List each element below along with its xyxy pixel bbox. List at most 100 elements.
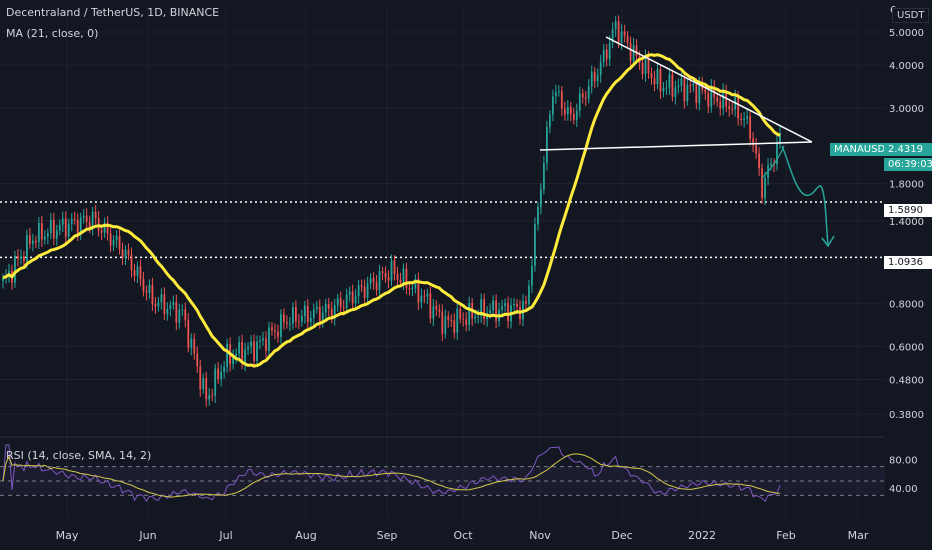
candle-body: [668, 74, 671, 88]
candle-body: [426, 293, 429, 297]
candle-body: [17, 255, 19, 259]
candle-body: [647, 56, 650, 74]
candle-body: [139, 266, 142, 280]
candle-body: [76, 220, 79, 234]
y-tick-label: 0.8000: [889, 300, 924, 311]
candle-body: [357, 285, 360, 297]
projection-lead: [761, 145, 785, 179]
candle-body: [378, 271, 381, 291]
candle-body: [46, 233, 49, 237]
candle-body: [244, 349, 246, 364]
candle-body: [172, 301, 175, 305]
rsi-tick-label: 40.00: [889, 484, 918, 495]
candle-body: [291, 307, 294, 324]
candle-body: [40, 223, 43, 240]
candle-body: [342, 307, 345, 309]
candle-body: [37, 223, 40, 243]
candle-body: [779, 133, 781, 143]
candle-body: [492, 300, 495, 311]
candle-body: [247, 346, 249, 350]
candle-body: [507, 303, 509, 322]
candle-body: [755, 145, 757, 154]
candle-body: [641, 62, 644, 75]
y-tick-label: 1.4000: [889, 217, 924, 228]
candle-body: [572, 113, 575, 120]
candle-body: [286, 322, 288, 324]
candle-body: [127, 249, 130, 255]
candle-body: [372, 278, 375, 283]
candle-body: [623, 31, 626, 36]
candle-body: [695, 83, 698, 103]
candle-body: [208, 395, 211, 400]
x-tick-label: Feb: [776, 529, 795, 542]
candle-body: [546, 127, 548, 164]
rsi-legend: RSI (14, close, SMA, 14, 2): [6, 449, 152, 462]
rsi-pane: 80.00 40.00: [0, 444, 918, 503]
candle-body: [130, 254, 133, 271]
candle-body: [226, 344, 229, 367]
candle-body: [259, 340, 261, 342]
candle-body: [265, 338, 267, 351]
candle-body: [232, 356, 235, 365]
candle-body: [106, 222, 109, 234]
countdown-tag: 06:39:03: [884, 158, 932, 171]
candle-body: [345, 294, 348, 309]
y-tick-label: 3.0000: [889, 104, 924, 115]
candle-body: [160, 294, 163, 303]
candle-body: [64, 218, 67, 237]
candle-body: [548, 114, 551, 128]
candle-body: [396, 273, 399, 280]
level-tag-2: 1.0936: [884, 256, 932, 269]
candle-body: [489, 310, 492, 314]
candle-body: [674, 87, 677, 97]
candle-body: [689, 85, 692, 87]
candle-body: [650, 73, 653, 78]
candle-body: [728, 106, 731, 110]
grid: [0, 5, 885, 517]
x-tick-label: Aug: [295, 529, 316, 542]
candle-body: [318, 306, 321, 322]
candle-body: [632, 45, 635, 61]
candle-body: [294, 307, 297, 322]
candle-body: [196, 353, 199, 367]
candle-body: [178, 309, 181, 323]
candle-body: [354, 296, 357, 304]
candle-body: [504, 303, 506, 307]
candle-body: [513, 303, 515, 306]
candle-body: [731, 109, 734, 111]
candle-body: [67, 223, 70, 237]
rsi-line: [2, 444, 781, 503]
candle-body: [283, 314, 285, 323]
candle-body: [157, 302, 160, 307]
candle-body: [716, 97, 719, 102]
candle-body: [97, 217, 100, 231]
candle-body: [707, 92, 710, 107]
candle-body: [336, 298, 339, 306]
candle-body: [115, 235, 118, 241]
candle-body: [109, 233, 112, 246]
candle-body: [764, 177, 766, 199]
candle-body: [256, 341, 258, 361]
projection-path: [781, 145, 829, 246]
candle-body: [593, 71, 596, 82]
x-axis: May Jun Jul Aug Sep Oct Nov Dec 2022 Feb Mar: [56, 529, 869, 542]
candle-body: [73, 218, 76, 221]
currency-label[interactable]: USDT: [892, 8, 930, 23]
candle-body: [450, 320, 453, 322]
x-tick-label: Dec: [611, 529, 632, 542]
candle-body: [202, 378, 205, 390]
candle-body: [61, 218, 64, 225]
y-tick-label: 4.0000: [889, 61, 924, 72]
candle-body: [348, 291, 351, 295]
candle-body: [468, 302, 471, 325]
candle-body: [136, 266, 139, 277]
x-tick-label: Jun: [138, 529, 156, 542]
candle-body: [26, 235, 28, 262]
projection-arrow: [821, 235, 835, 248]
candle-body: [303, 305, 306, 316]
candle-body: [133, 270, 136, 277]
candle-body: [184, 309, 187, 321]
rsi-ma-line: [2, 453, 781, 498]
candle-body: [384, 272, 387, 278]
